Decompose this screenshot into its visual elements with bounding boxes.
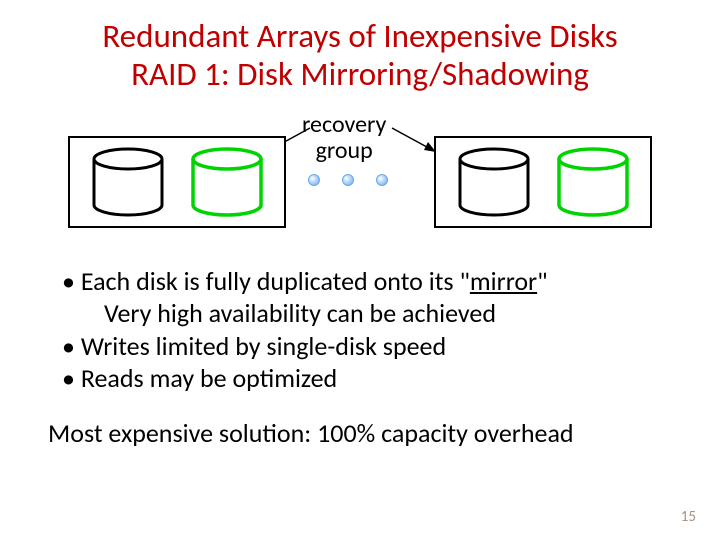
- bullet-1-suffix: ": [537, 265, 547, 297]
- title-line-1: Redundant Arrays of Inexpensive Disks: [20, 18, 700, 56]
- dot-icon: [308, 174, 320, 186]
- page-number: 15: [681, 508, 696, 526]
- mirror-disk-right: [554, 147, 632, 217]
- bullet-1-sub: Very high availability can be achieved: [62, 297, 680, 330]
- bullet-1: • Each disk is fully duplicated onto its…: [62, 265, 680, 298]
- ellipsis-dots: [308, 174, 388, 186]
- mirror-disk-left: [188, 147, 266, 217]
- diagram: recovery group: [0, 112, 720, 257]
- dot-icon: [376, 174, 388, 186]
- recovery-label-line1: recovery: [302, 112, 386, 138]
- title-line-2: RAID 1: Disk Mirroring/Shadowing: [20, 56, 700, 94]
- primary-disk-left: [89, 147, 167, 217]
- bullet-list: • Each disk is fully duplicated onto its…: [0, 265, 720, 395]
- bullet-1-prefix: • Each disk is fully duplicated onto its…: [62, 265, 470, 297]
- bullet-3: • Reads may be optimized: [62, 362, 680, 395]
- bullet-1-underline: mirror: [470, 265, 537, 297]
- dot-icon: [342, 174, 354, 186]
- bullet-2: • Writes limited by single-disk speed: [62, 330, 680, 363]
- recovery-label-line2: group: [302, 138, 386, 164]
- summary-text: Most expensive solution: 100% capacity o…: [0, 417, 720, 449]
- disk-group-left: [68, 136, 286, 228]
- primary-disk-right: [455, 147, 533, 217]
- disk-group-right: [434, 136, 652, 228]
- arrow-right: [392, 128, 440, 163]
- recovery-group-label: recovery group: [302, 112, 386, 165]
- slide-title: Redundant Arrays of Inexpensive Disks RA…: [0, 0, 720, 94]
